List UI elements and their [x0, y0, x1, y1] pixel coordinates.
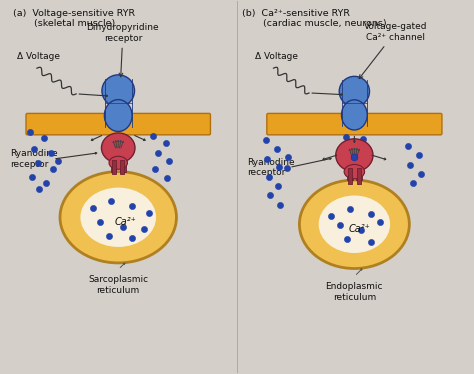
Text: Ca²⁺: Ca²⁺	[114, 217, 136, 227]
Ellipse shape	[81, 188, 156, 247]
Text: Ryanodine
receptor: Ryanodine receptor	[9, 149, 57, 169]
Ellipse shape	[102, 75, 135, 107]
Ellipse shape	[101, 133, 135, 163]
Text: (a)  Voltage-sensitive RYR
       (skeletal muscle): (a) Voltage-sensitive RYR (skeletal musc…	[12, 9, 135, 28]
Bar	[356, 161, 362, 180]
Ellipse shape	[300, 180, 410, 269]
Ellipse shape	[109, 156, 128, 169]
Text: Δ Voltage: Δ Voltage	[17, 52, 60, 61]
Bar	[347, 168, 352, 184]
Text: Dihydropyridine
receptor: Dihydropyridine receptor	[87, 23, 159, 77]
Ellipse shape	[104, 99, 132, 132]
Text: Δ Voltage: Δ Voltage	[255, 52, 298, 61]
Text: Ca²⁺: Ca²⁺	[348, 224, 370, 234]
Text: (b)  Ca²⁺-sensitive RYR
       (cardiac muscle, neurons): (b) Ca²⁺-sensitive RYR (cardiac muscle, …	[242, 9, 386, 28]
Ellipse shape	[319, 196, 390, 253]
FancyBboxPatch shape	[267, 113, 442, 135]
Text: Endoplasmic
reticulum: Endoplasmic reticulum	[326, 282, 383, 302]
FancyBboxPatch shape	[26, 113, 210, 135]
Bar	[356, 168, 361, 184]
Text: Voltage-gated
Ca²⁺ channel: Voltage-gated Ca²⁺ channel	[359, 22, 427, 79]
Ellipse shape	[341, 100, 367, 130]
Ellipse shape	[336, 139, 373, 172]
Bar	[347, 161, 353, 180]
Bar	[112, 160, 116, 174]
Bar	[111, 153, 117, 172]
Ellipse shape	[339, 76, 370, 107]
Text: Sarcoplasmic
reticulum: Sarcoplasmic reticulum	[88, 276, 148, 295]
Ellipse shape	[344, 165, 365, 179]
Bar	[120, 153, 126, 172]
Bar	[120, 160, 124, 174]
Ellipse shape	[60, 172, 176, 263]
Text: Ryanodine
receptor: Ryanodine receptor	[247, 158, 295, 177]
